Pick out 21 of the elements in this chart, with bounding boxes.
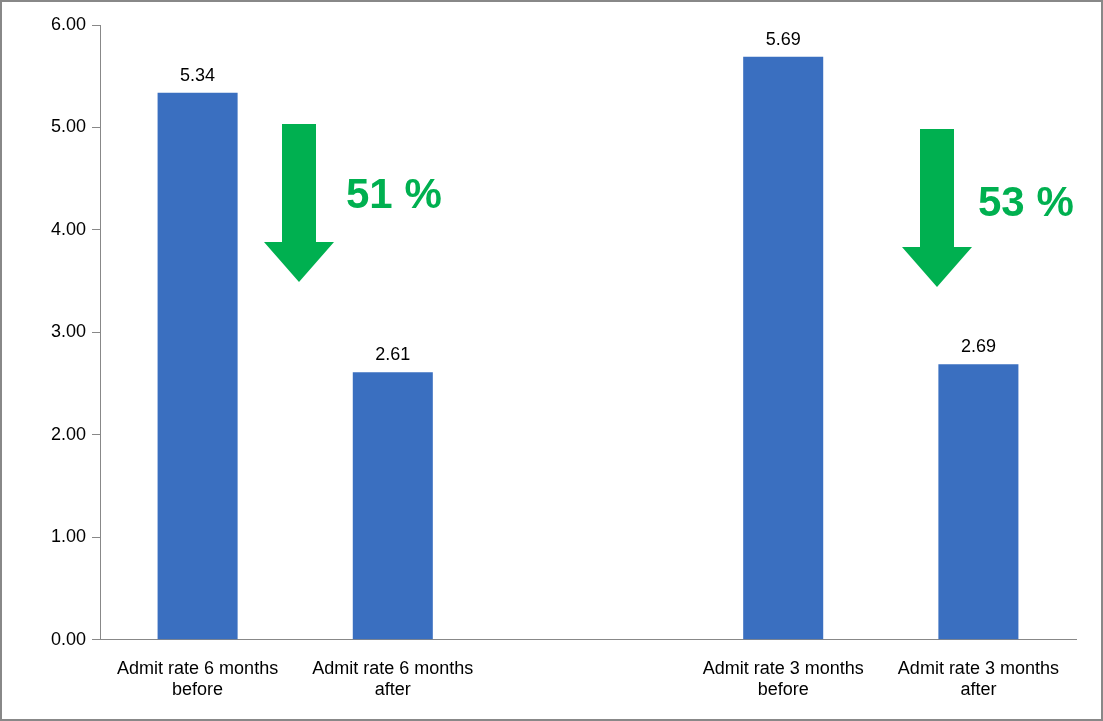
x-tick-label: Admit rate 3 months before — [702, 657, 864, 700]
bar — [352, 372, 433, 640]
data-label: 5.69 — [765, 28, 801, 49]
x-tick-label: Admit rate 3 months after — [897, 657, 1059, 700]
bar — [157, 92, 238, 640]
annotation: 51 % — [346, 170, 442, 218]
y-tick-label: 4.00 — [50, 218, 86, 239]
y-tick-label: 5.00 — [50, 116, 86, 137]
annotation: 53 % — [978, 178, 1074, 226]
y-tick-label: 3.00 — [50, 321, 86, 342]
bar — [743, 56, 824, 640]
bar — [938, 364, 1019, 640]
y-tick-label: 2.00 — [50, 423, 86, 444]
x-tick-label: Admit rate 6 months before — [117, 657, 279, 700]
data-label: 5.34 — [180, 64, 216, 85]
x-tick-label: Admit rate 6 months after — [312, 657, 474, 700]
data-label: 2.69 — [960, 336, 996, 357]
data-label: 2.61 — [375, 344, 411, 365]
y-tick-label: 1.00 — [50, 526, 86, 547]
y-tick-label: 6.00 — [50, 13, 86, 34]
y-tick-label: 0.00 — [50, 628, 86, 649]
